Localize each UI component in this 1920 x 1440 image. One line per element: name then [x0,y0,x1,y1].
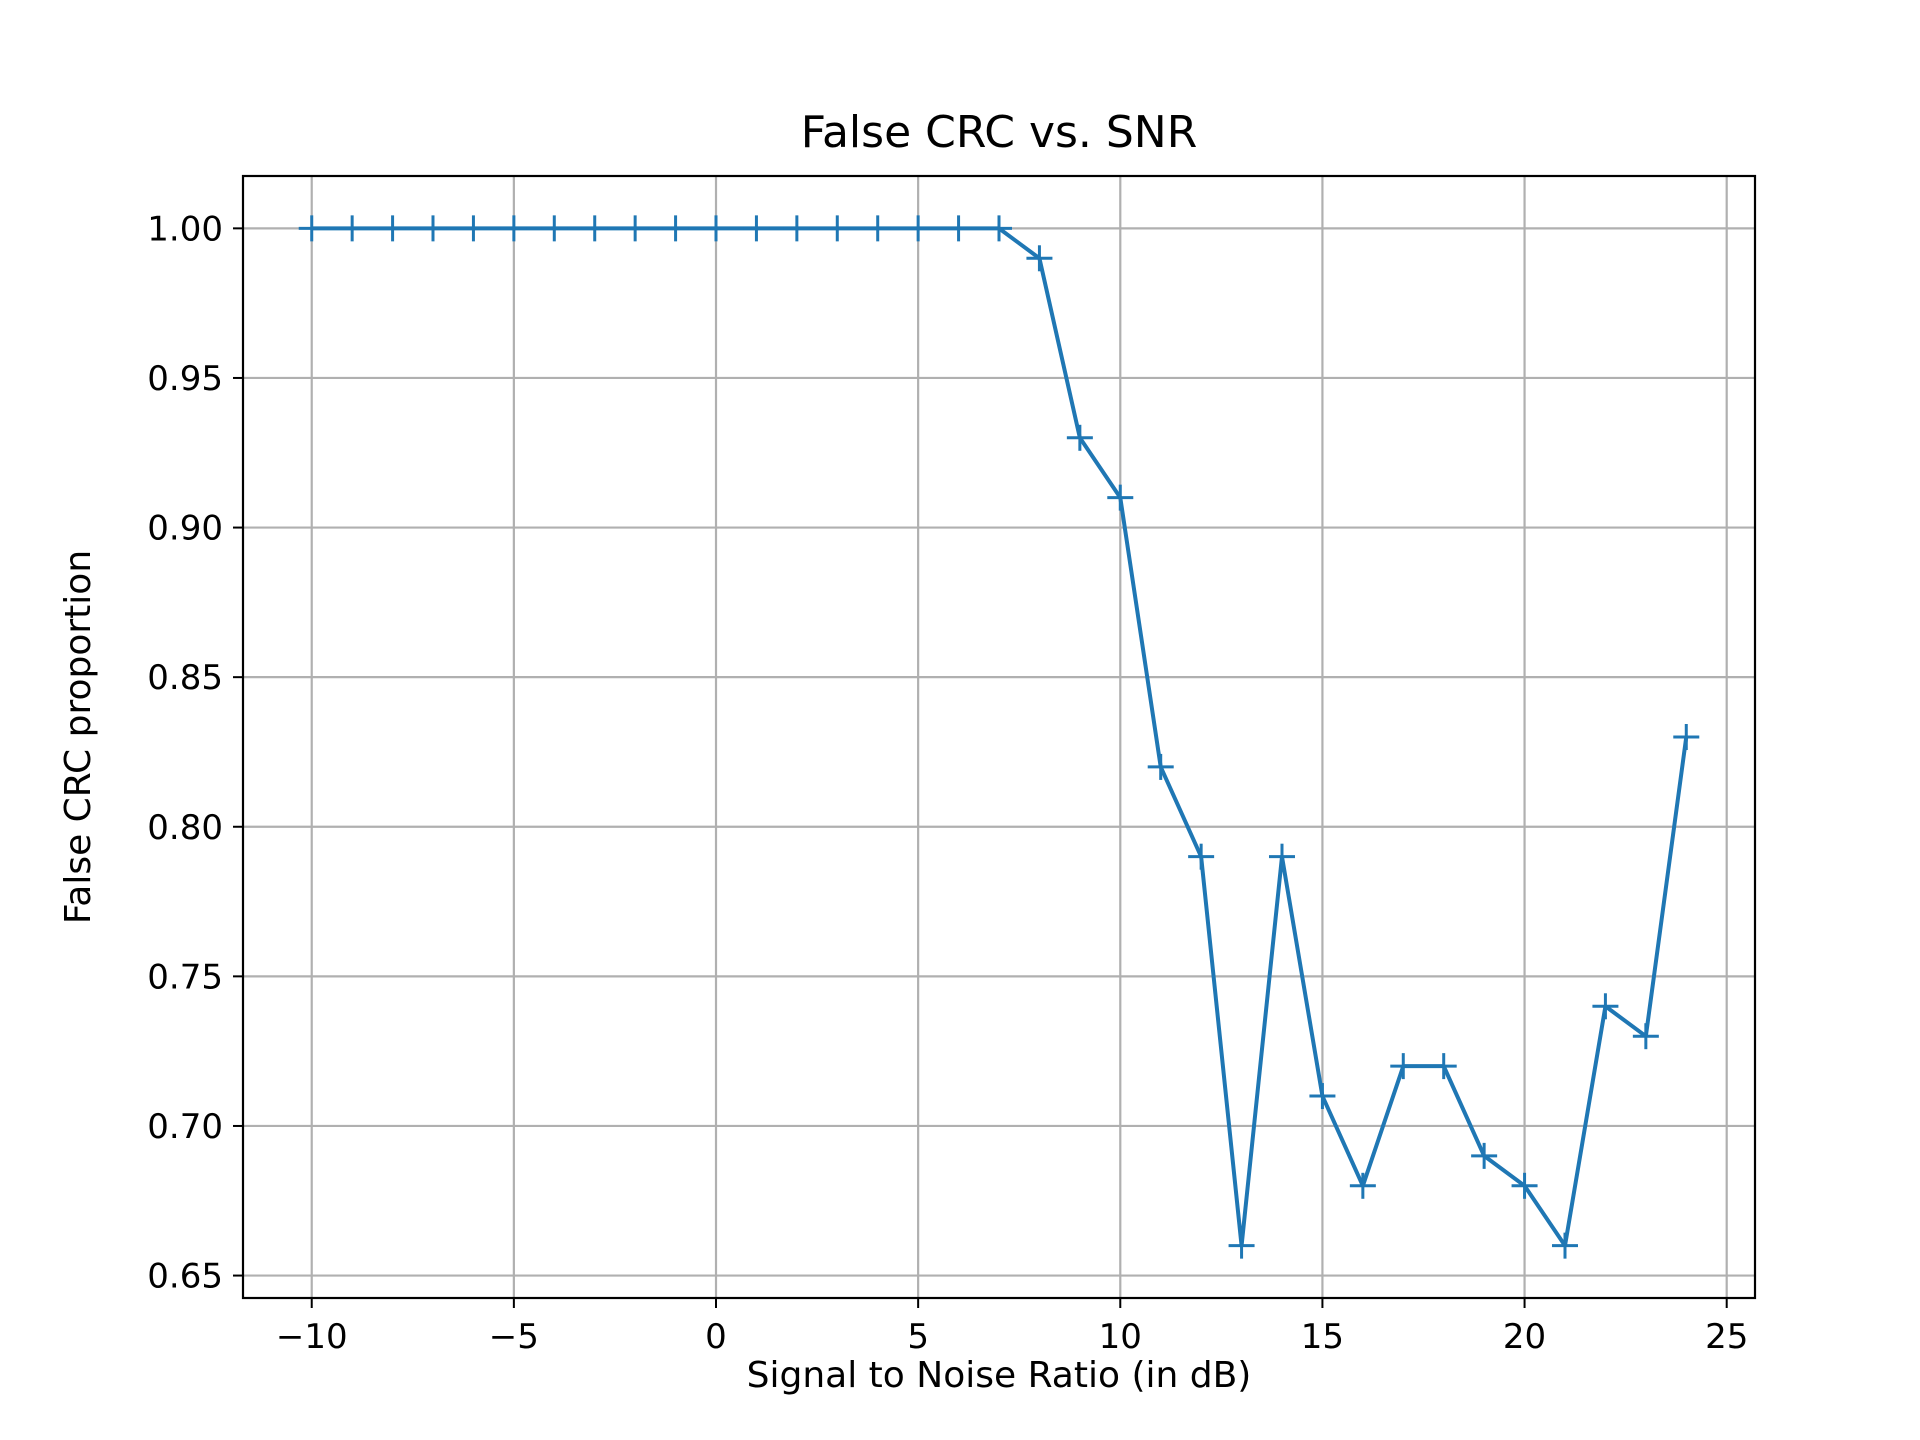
x-tick-label: 25 [1705,1317,1748,1357]
data-point-marker [1188,843,1215,870]
data-point-marker [460,215,487,242]
grid [243,176,1755,1298]
data-point-marker [420,215,447,242]
data-point-marker [1026,245,1053,272]
y-tick-label: 0.70 [147,1107,223,1147]
data-point-marker [1107,484,1134,511]
x-tick-label: 5 [907,1317,929,1357]
data-point-marker [905,215,932,242]
data-point-marker [743,215,770,242]
data-point-marker [703,215,730,242]
data-point-marker [500,215,527,242]
data-point-marker [339,215,366,242]
y-tick-label: 0.90 [147,509,223,549]
data-point-marker [541,215,568,242]
data-point-marker [1309,1083,1336,1110]
data-point-marker [864,215,891,242]
x-tick-label: 15 [1301,1317,1344,1357]
data-point-marker [1551,1232,1578,1259]
data-point-marker [1430,1053,1457,1080]
x-tick-label: 0 [705,1317,727,1357]
data-point-marker [1390,1053,1417,1080]
chart-title: False CRC vs. SNR [801,107,1198,158]
data-point-marker [298,215,325,242]
y-tick-label: 0.85 [147,658,223,698]
data-point-marker [824,215,851,242]
data-point-marker [986,215,1012,242]
x-axis-label: Signal to Noise Ratio (in dB) [747,1355,1252,1396]
data-point-marker [1268,843,1295,870]
y-tick-label: 0.75 [147,957,223,997]
data-point-marker [1066,424,1093,451]
y-tick-label: 0.95 [147,359,223,399]
data-point-marker [662,215,689,242]
y-tick-label: 1.00 [147,209,223,249]
data-point-marker [1632,1023,1659,1050]
data-point-marker [783,215,810,242]
plot-frame [241,174,1757,1300]
data-point-marker [1349,1172,1376,1199]
x-tick-label: −10 [276,1317,348,1357]
data-point-marker [1228,1232,1255,1259]
y-axis-label: False CRC proportion [58,550,99,924]
data-point-marker [1471,1142,1498,1169]
y-tick-label: 0.80 [147,808,223,848]
x-tick-label: 20 [1503,1317,1546,1357]
data-point-marker [945,215,972,242]
series-area [298,215,1700,1259]
x-tick-label: −5 [489,1317,539,1357]
y-tick-label: 0.65 [147,1257,223,1297]
data-point-marker [379,215,406,242]
data-point-marker [1673,724,1700,750]
data-point-marker [1511,1172,1538,1199]
data-point-marker [1592,993,1619,1020]
data-point-marker [1147,753,1174,780]
x-tick-label: 10 [1099,1317,1142,1357]
data-point-marker [581,215,608,242]
axes-ticks: −10 −5 0 5 10 15 20 25 0.65 0.70 0.75 0.80 0.85 0.90 0… [147,209,1748,1357]
data-point-marker [622,215,649,242]
